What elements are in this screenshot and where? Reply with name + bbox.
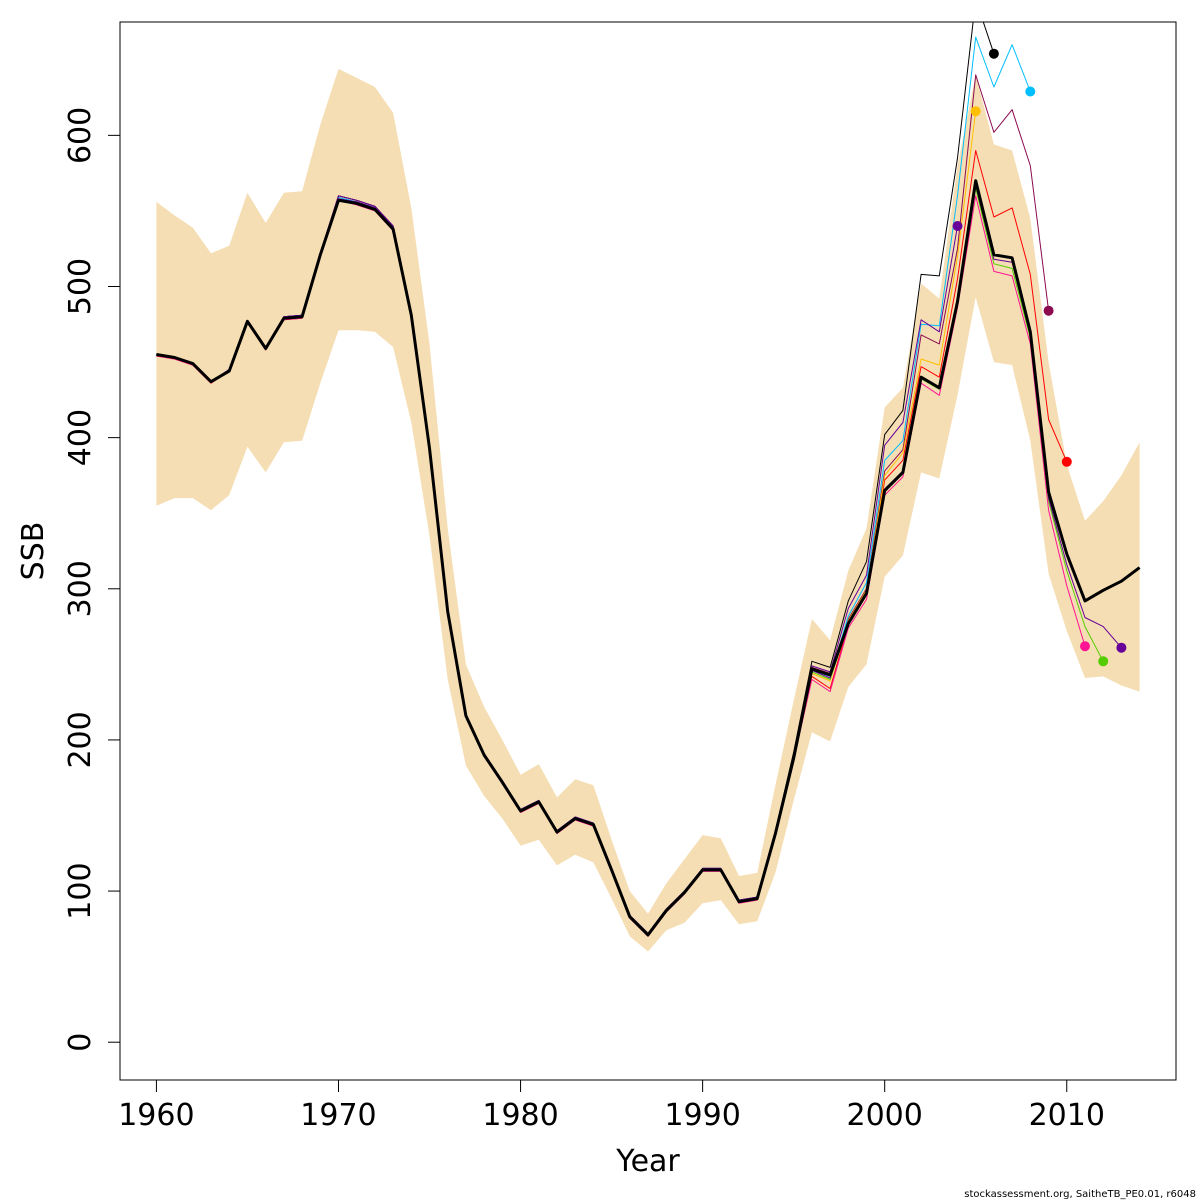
y-tick-label: 0 (63, 1033, 98, 1052)
series-line (156, 179, 1141, 937)
confidence-band (156, 68, 1140, 952)
x-tick-label: 2000 (847, 1098, 923, 1133)
x-tick-label: 1980 (482, 1098, 558, 1133)
x-axis-title: Year (615, 1144, 680, 1179)
y-tick-label: 500 (63, 258, 98, 315)
x-tick-label: 2010 (1029, 1098, 1105, 1133)
confidence-band-layer (156, 68, 1140, 952)
series-endpoint (988, 48, 999, 59)
series-layer (156, 22, 1141, 937)
series-endpoint (1098, 656, 1109, 667)
x-tick-label: 1960 (118, 1098, 194, 1133)
footnote: stockassessment.org, SaitheTB_PE0.01, r6… (964, 1189, 1196, 1200)
y-axis-title: SSB (16, 522, 51, 581)
y-tick-label: 100 (63, 862, 98, 919)
endpoint-layer (952, 48, 1127, 667)
y-tick-label: 300 (63, 560, 98, 617)
y-tick-label: 600 (63, 107, 98, 164)
y-axis: 0 100 200 300 400 500 600 (63, 107, 121, 1052)
series-endpoint (970, 106, 981, 117)
series-endpoint (1043, 305, 1054, 316)
series-endpoint (952, 221, 963, 231)
x-tick-label: 1990 (664, 1098, 740, 1133)
series-endpoint (1080, 641, 1090, 652)
series-endpoint (1061, 456, 1072, 467)
series-endpoint (1025, 86, 1036, 97)
y-tick-label: 200 (63, 711, 98, 768)
x-axis: 1960 1970 1980 1990 2000 2010 (118, 1079, 1105, 1133)
y-tick-label: 400 (63, 409, 98, 466)
x-tick-label: 1970 (300, 1098, 376, 1133)
series-endpoint (1116, 642, 1127, 653)
